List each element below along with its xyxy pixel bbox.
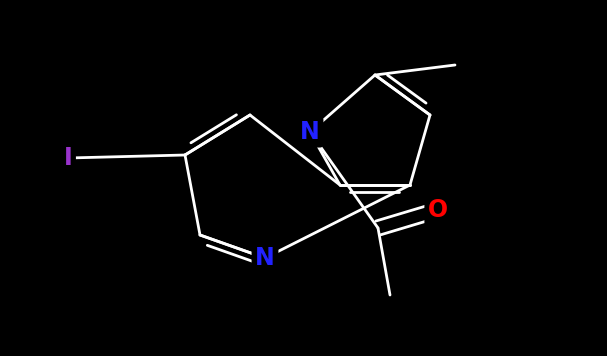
Text: I: I	[64, 146, 72, 170]
Text: N: N	[300, 120, 320, 144]
Text: O: O	[428, 198, 448, 222]
Text: N: N	[255, 246, 275, 270]
